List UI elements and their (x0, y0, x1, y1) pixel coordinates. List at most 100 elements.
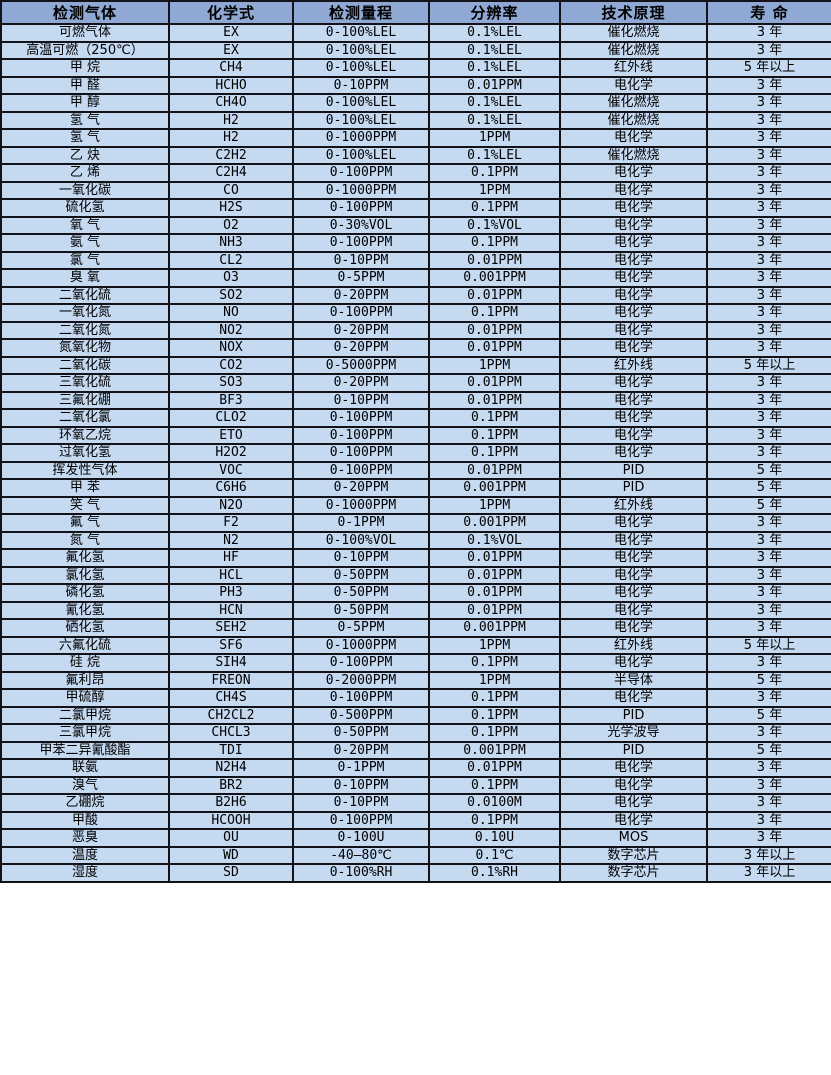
lifespan-cell: 3 年 (706, 618, 831, 638)
principle-cell: 电化学 (559, 793, 708, 813)
lifespan-cell: 3 年 (706, 653, 831, 673)
range-cell: 0-30%VOL (292, 215, 430, 235)
formula-cell: HCN (168, 600, 294, 620)
principle-cell: 电化学 (559, 215, 708, 235)
principle-cell: 电化学 (559, 390, 708, 410)
range-cell: 0-100%LEL (292, 110, 430, 130)
resolution-cell: 0.001PPM (428, 478, 561, 498)
lifespan-cell: 3 年 (706, 443, 831, 463)
gas-name-cell: 硅 烷 (0, 653, 170, 673)
principle-cell: MOS (559, 828, 708, 848)
resolution-cell: 0.1PPM (428, 425, 561, 445)
resolution-cell: 0.01PPM (428, 583, 561, 603)
resolution-cell: 0.1PPM (428, 233, 561, 253)
range-cell: 0-100U (292, 828, 430, 848)
table-row: 挥发性气体 VOC 0-100PPM 0.01PPM PID 5 年 (0, 460, 831, 480)
principle-cell: 电化学 (559, 425, 708, 445)
formula-cell: FREON (168, 670, 294, 690)
range-cell: 0-100%LEL (292, 23, 430, 43)
formula-cell: F2 (168, 513, 294, 533)
table-row: 氮氧化物 NOX 0-20PPM 0.01PPM 电化学 3 年 (0, 338, 831, 358)
lifespan-cell: 3 年以上 (706, 863, 831, 883)
resolution-cell: 1PPM (428, 635, 561, 655)
gas-name-cell: 甲 烷 (0, 58, 170, 78)
table-row: 甲 苯 C6H6 0-20PPM 0.001PPM PID 5 年 (0, 478, 831, 498)
resolution-cell: 1PPM (428, 180, 561, 200)
gas-sensor-spec-table: 检测气体 化学式 检测量程 分辨率 技术原理 寿 命 可燃气体 EX 0-100%L… (0, 0, 831, 883)
principle-cell: 催化燃烧 (559, 145, 708, 165)
table-row: 臭 氧 O3 0-5PPM 0.001PPM 电化学 3 年 (0, 268, 831, 288)
formula-cell: HF (168, 548, 294, 568)
lifespan-cell: 3 年 (706, 145, 831, 165)
table-row: 氟 气 F2 0-1PPM 0.001PPM 电化学 3 年 (0, 513, 831, 533)
range-cell: 0-100PPM (292, 303, 430, 323)
formula-cell: C2H4 (168, 163, 294, 183)
lifespan-cell: 3 年 (706, 250, 831, 270)
formula-cell: TDI (168, 740, 294, 760)
table-row: 氯 气 CL2 0-10PPM 0.01PPM 电化学 3 年 (0, 250, 831, 270)
lifespan-cell: 3 年 (706, 110, 831, 130)
range-cell: 0-1PPM (292, 513, 430, 533)
range-cell: 0-100%LEL (292, 58, 430, 78)
lifespan-cell: 5 年 (706, 740, 831, 760)
principle-cell: 催化燃烧 (559, 110, 708, 130)
table-row: 联氨 N2H4 0-1PPM 0.01PPM 电化学 3 年 (0, 758, 831, 778)
resolution-cell: 1PPM (428, 495, 561, 515)
resolution-cell: 0.0100M (428, 793, 561, 813)
lifespan-cell: 3 年 (706, 320, 831, 340)
principle-cell: 催化燃烧 (559, 93, 708, 113)
resolution-cell: 0.1%LEL (428, 110, 561, 130)
range-cell: 0-20PPM (292, 285, 430, 305)
resolution-cell: 0.1%LEL (428, 58, 561, 78)
formula-cell: OU (168, 828, 294, 848)
gas-name-cell: 三氧化硫 (0, 373, 170, 393)
resolution-cell: 0.001PPM (428, 618, 561, 638)
formula-cell: CH4 (168, 58, 294, 78)
table-row: 乙 烯 C2H4 0-100PPM 0.1PPM 电化学 3 年 (0, 163, 831, 183)
resolution-cell: 0.1%LEL (428, 23, 561, 43)
lifespan-cell: 3 年 (706, 793, 831, 813)
formula-cell: NOX (168, 338, 294, 358)
range-cell: 0-100PPM (292, 460, 430, 480)
table-row: 一氧化氮 NO 0-100PPM 0.1PPM 电化学 3 年 (0, 303, 831, 323)
principle-cell: PID (559, 478, 708, 498)
gas-name-cell: 笑 气 (0, 495, 170, 515)
lifespan-cell: 5 年 (706, 478, 831, 498)
range-cell: 0-50PPM (292, 723, 430, 743)
formula-cell: VOC (168, 460, 294, 480)
formula-cell: N2O (168, 495, 294, 515)
gas-name-cell: 乙硼烷 (0, 793, 170, 813)
principle-cell: 电化学 (559, 233, 708, 253)
range-cell: 0-1000PPM (292, 635, 430, 655)
table-row: 三氯甲烷 CHCL3 0-50PPM 0.1PPM 光学波导 3 年 (0, 723, 831, 743)
principle-cell: 催化燃烧 (559, 40, 708, 60)
table-row: 甲苯二异氰酸酯 TDI 0-20PPM 0.001PPM PID 5 年 (0, 740, 831, 760)
formula-cell: CLO2 (168, 408, 294, 428)
table-row: 三氟化硼 BF3 0-10PPM 0.01PPM 电化学 3 年 (0, 390, 831, 410)
formula-cell: PH3 (168, 583, 294, 603)
gas-name-cell: 氢 气 (0, 128, 170, 148)
formula-cell: CO (168, 180, 294, 200)
lifespan-cell: 3 年 (706, 425, 831, 445)
gas-name-cell: 氮氧化物 (0, 338, 170, 358)
gas-name-cell: 一氧化碳 (0, 180, 170, 200)
resolution-cell: 0.01PPM (428, 250, 561, 270)
formula-cell: H2S (168, 198, 294, 218)
gas-name-cell: 甲 醛 (0, 75, 170, 95)
gas-name-cell: 六氟化硫 (0, 635, 170, 655)
resolution-cell: 1PPM (428, 128, 561, 148)
gas-name-cell: 二氯甲烷 (0, 705, 170, 725)
resolution-cell: 0.001PPM (428, 740, 561, 760)
principle-cell: 电化学 (559, 268, 708, 288)
resolution-cell: 0.1PPM (428, 303, 561, 323)
range-cell: 0-100%LEL (292, 40, 430, 60)
table-row: 湿度 SD 0-100%RH 0.1%RH 数字芯片 3 年以上 (0, 863, 831, 883)
gas-name-cell: 过氧化氢 (0, 443, 170, 463)
gas-name-cell: 恶臭 (0, 828, 170, 848)
range-cell: 0-20PPM (292, 320, 430, 340)
gas-name-cell: 联氨 (0, 758, 170, 778)
formula-cell: NH3 (168, 233, 294, 253)
principle-cell: 电化学 (559, 180, 708, 200)
lifespan-cell: 3 年 (706, 40, 831, 60)
table-row: 笑 气 N2O 0-1000PPM 1PPM 红外线 5 年 (0, 495, 831, 515)
